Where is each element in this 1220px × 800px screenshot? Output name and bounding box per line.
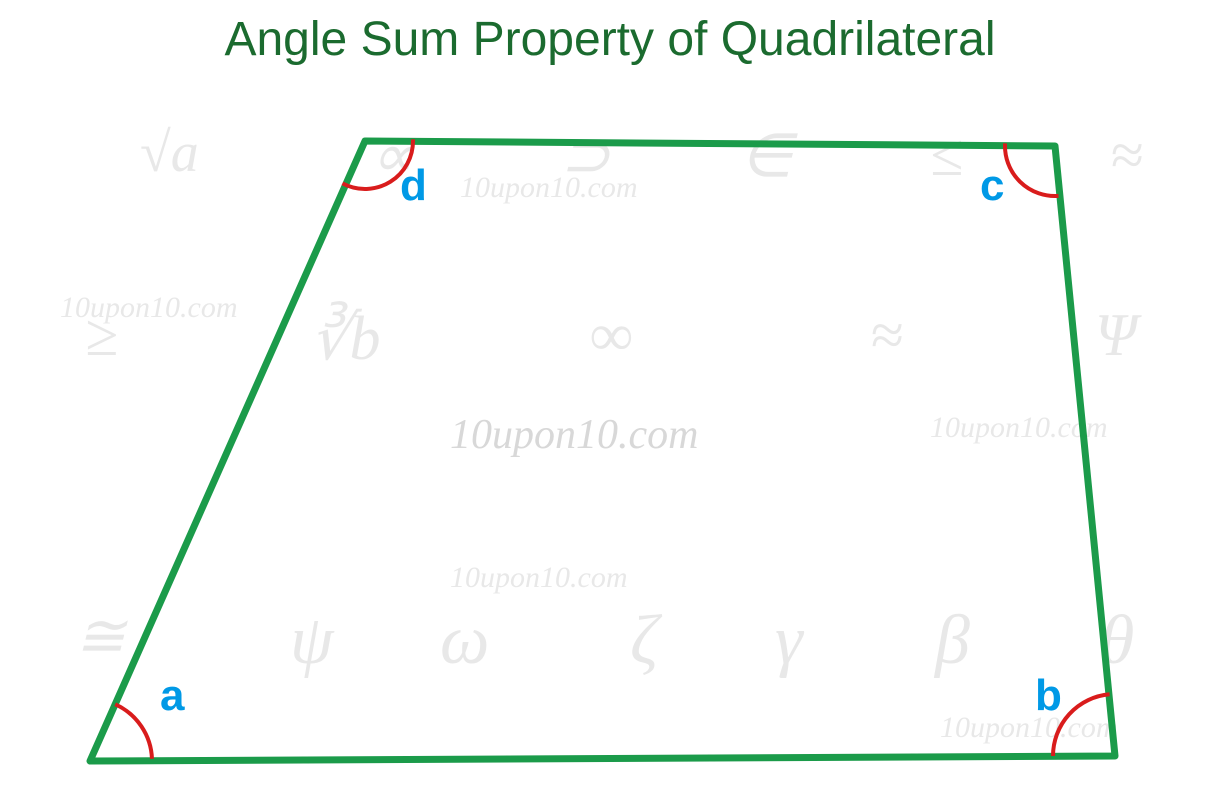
vertex-label-c: c [980, 161, 1004, 211]
page-title: Angle Sum Property of Quadrilateral [0, 0, 1220, 71]
diagram-canvas: √a ∝ ⊃ ∈ ≤ ≈ 10upon10.com ≥ 10upon10.com… [0, 71, 1220, 791]
vertex-label-b: b [1035, 671, 1062, 721]
vertex-label-a: a [160, 671, 184, 721]
vertex-label-d: d [400, 161, 427, 211]
